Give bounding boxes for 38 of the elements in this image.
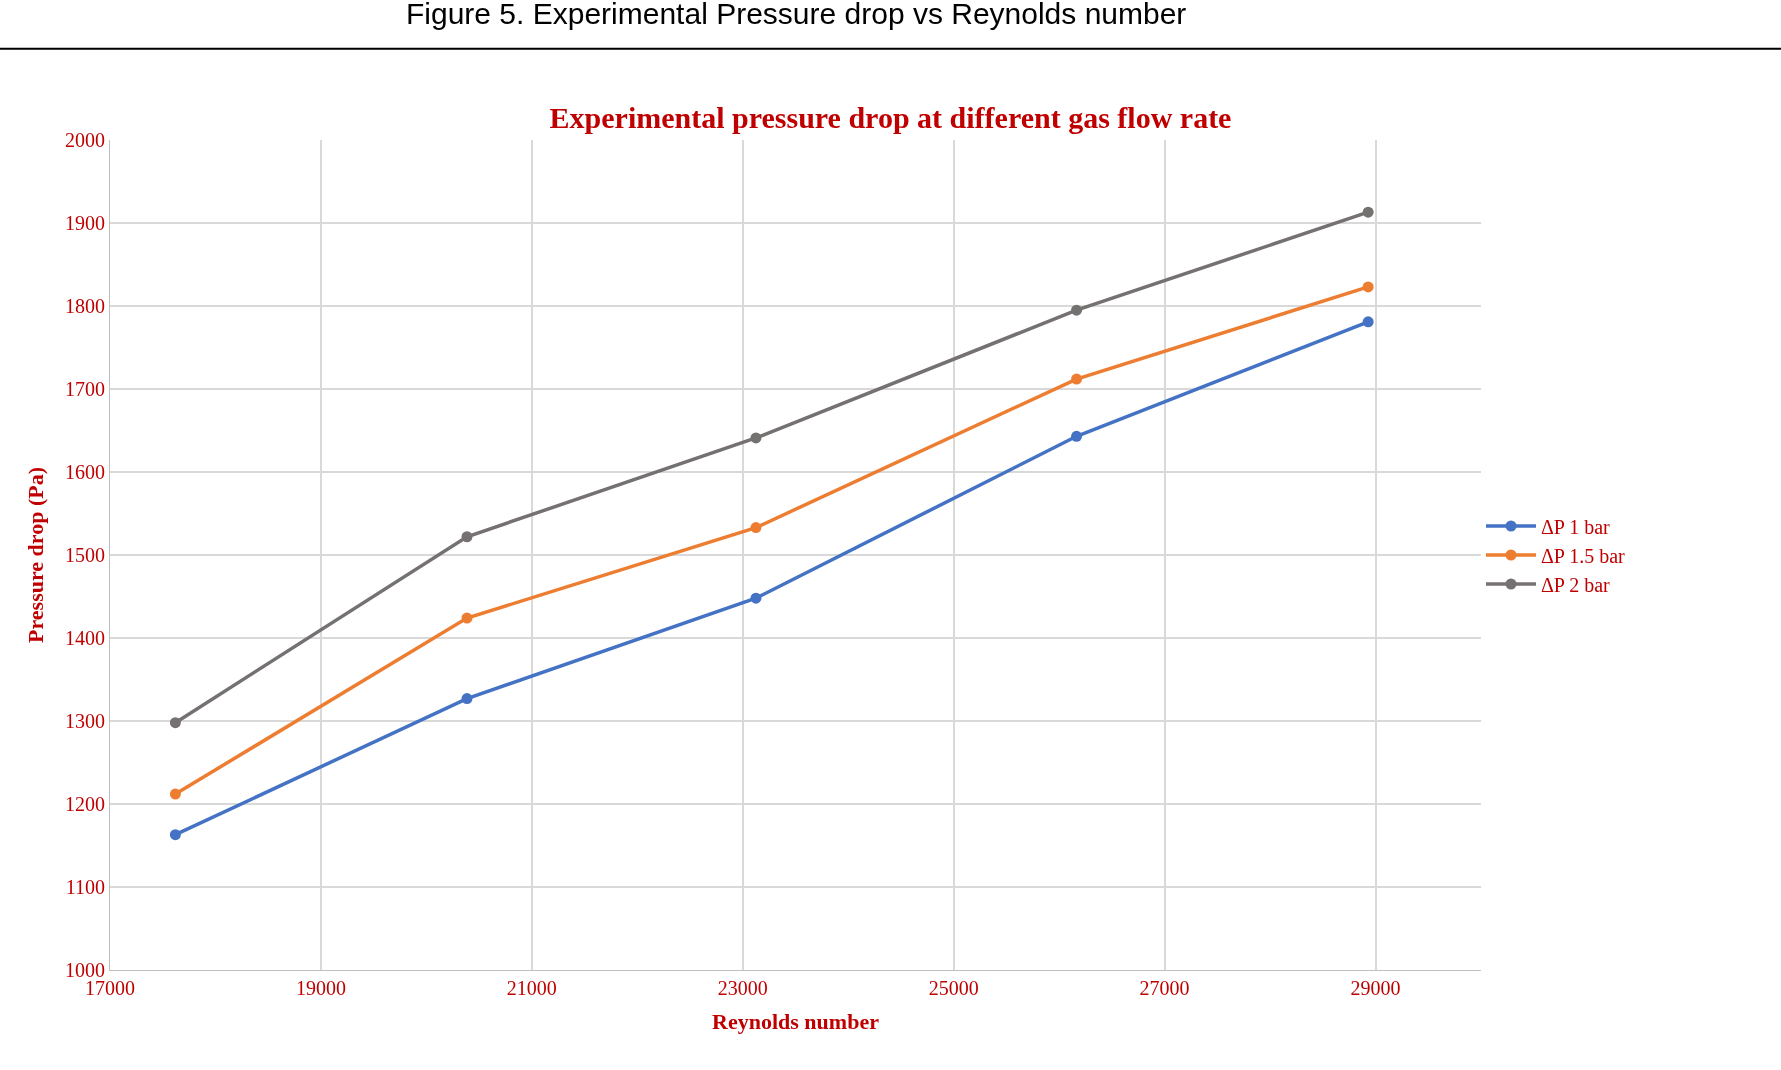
y-axis-title: Pressure drop (Pa) [22, 467, 48, 643]
legend-label: ΔP 1 bar [1541, 515, 1611, 538]
point [169, 717, 181, 729]
point [1362, 281, 1374, 293]
y-tick-label: 1700 [65, 378, 105, 400]
point [1071, 304, 1083, 316]
x-tick-label: 19000 [295, 977, 346, 999]
y-tick-label: 1500 [65, 544, 105, 566]
y-tick-label: 1200 [65, 793, 105, 815]
y-tick-label: 1100 [65, 876, 105, 898]
x-tick-label: 23000 [717, 977, 768, 999]
y-tick-label: 1900 [65, 212, 105, 234]
point [461, 612, 473, 624]
point [750, 592, 762, 604]
point [461, 693, 473, 705]
x-tick-label: 29000 [1350, 977, 1401, 999]
x-tick-label: 27000 [1139, 977, 1190, 999]
point [750, 522, 762, 534]
point [750, 432, 762, 444]
point [1071, 430, 1083, 442]
point [1071, 373, 1083, 385]
y-tick-label: 1300 [65, 710, 105, 732]
y-tick-label: 1600 [65, 461, 105, 483]
legend-label: ΔP 2 bar [1541, 573, 1611, 596]
point [461, 531, 473, 543]
y-tick-label: 1800 [65, 295, 105, 317]
caption: Figure 5. Experimental Pressure drop vs Reynolds number [406, 0, 1187, 30]
chart-title: Experimental pressure drop at different gas flow rate [549, 101, 1232, 134]
x-axis-title: Reynolds number [712, 1008, 880, 1034]
legend-label: ΔP 1.5 bar [1541, 544, 1626, 567]
x-tick-label: 21000 [506, 977, 557, 999]
point [169, 788, 181, 800]
point [169, 829, 181, 841]
x-tick-label: 25000 [928, 977, 979, 999]
point [1362, 316, 1374, 328]
y-tick-label: 1400 [65, 627, 105, 649]
point [1362, 206, 1374, 218]
y-tick-label: 2000 [65, 129, 105, 151]
